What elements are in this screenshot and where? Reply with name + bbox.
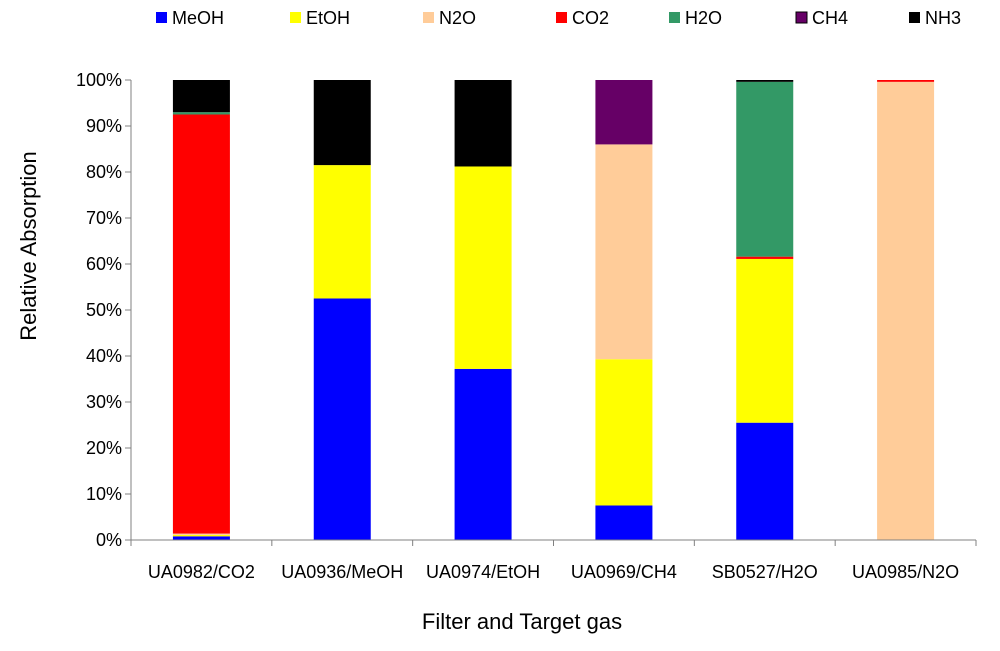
legend-swatch <box>423 12 434 23</box>
bar-segment-n2o <box>595 144 653 360</box>
legend-item-meoh: MeOH <box>156 8 224 28</box>
axes <box>130 80 976 541</box>
bar-segment-etoh <box>313 165 371 299</box>
bar-segment-co2 <box>172 114 230 534</box>
legend-label: NH3 <box>925 8 961 28</box>
bar-segment-ch4 <box>595 80 653 145</box>
bar-stack-ua0982-co2 <box>172 80 230 540</box>
legend-swatch <box>909 12 920 23</box>
y-ticks: 0% 10% 20% 30% 40% 50% 60% 70% 80% 90% 100% <box>76 70 131 550</box>
x-tick-label-ua0982-co2: UA0982/CO2 <box>148 562 255 582</box>
bar-stack-sb0527-h2o <box>736 80 794 540</box>
legend-item-h2o: H2O <box>669 8 722 28</box>
legend-swatch <box>290 12 301 23</box>
y-tick-label: 0% <box>96 530 122 550</box>
bar-stack-ua0936-meoh <box>313 80 371 540</box>
bar-segment-meoh <box>454 368 512 540</box>
bar-segment-co2 <box>877 80 935 82</box>
x-tick-label-ua0936-meoh: UA0936/MeOH <box>281 562 403 582</box>
y-axis-label: Relative Absorption <box>16 151 41 341</box>
legend-item-co2: CO2 <box>556 8 609 28</box>
x-tick-label-sb0527-h2o: SB0527/H2O <box>712 562 818 582</box>
legend-swatch <box>556 12 567 23</box>
legend-label: CO2 <box>572 8 609 28</box>
bar-stack-ua0969-ch4 <box>595 80 653 540</box>
legend-item-ch4: CH4 <box>795 8 848 28</box>
bar-segment-h2o <box>736 81 794 257</box>
bar-segment-etoh <box>172 534 230 537</box>
x-axis-label: Filter and Target gas <box>422 609 622 634</box>
bar-segment-etoh <box>736 258 794 423</box>
bar-segment-nh3 <box>313 80 371 166</box>
legend-swatch <box>795 11 808 24</box>
bar-segment-n2o <box>877 81 935 540</box>
y-tick-label: 70% <box>86 208 122 228</box>
legend-swatch <box>669 12 680 23</box>
y-tick-label: 20% <box>86 438 122 458</box>
bar-stack-ua0974-etoh <box>454 80 512 540</box>
x-tick-label-ua0985-n2o: UA0985/N2O <box>852 562 959 582</box>
bar-segment-nh3 <box>736 80 794 82</box>
legend-swatch <box>156 12 167 23</box>
y-tick-label: 50% <box>86 300 122 320</box>
y-tick-label: 100% <box>76 70 122 90</box>
legend: MeOH EtOH N2O CO2 H2O CH4 NH3 <box>156 8 961 28</box>
bar-stack-ua0985-n2o <box>877 80 935 540</box>
y-tick-label: 80% <box>86 162 122 182</box>
bar-segment-h2o <box>172 112 230 115</box>
y-tick-label: 40% <box>86 346 122 366</box>
bars <box>172 80 935 540</box>
legend-label: MeOH <box>172 8 224 28</box>
legend-label: EtOH <box>306 8 350 28</box>
bar-segment-etoh <box>595 359 653 506</box>
y-tick-label: 10% <box>86 484 122 504</box>
y-tick-label: 30% <box>86 392 122 412</box>
bar-segment-n2o <box>172 533 230 535</box>
x-ticks: UA0982/CO2 UA0936/MeOH UA0974/EtOH UA0969/C… <box>130 540 977 582</box>
bar-segment-meoh <box>736 422 794 540</box>
legend-label: N2O <box>439 8 476 28</box>
bar-segment-nh3 <box>172 80 230 113</box>
bar-segment-meoh <box>313 298 371 540</box>
x-tick-label-ua0969-ch4: UA0969/CH4 <box>571 562 677 582</box>
legend-item-etoh: EtOH <box>290 8 350 28</box>
legend-label: H2O <box>685 8 722 28</box>
y-tick-label: 60% <box>86 254 122 274</box>
legend-label: CH4 <box>812 8 848 28</box>
bar-segment-nh3 <box>454 80 512 167</box>
bar-segment-etoh <box>454 166 512 369</box>
y-tick-label: 90% <box>86 116 122 136</box>
bar-segment-meoh <box>595 505 653 540</box>
bar-segment-co2 <box>736 256 794 259</box>
legend-item-n2o: N2O <box>423 8 476 28</box>
legend-item-nh3: NH3 <box>909 8 961 28</box>
bar-segment-meoh <box>172 536 230 540</box>
x-tick-label-ua0974-etoh: UA0974/EtOH <box>426 562 540 582</box>
